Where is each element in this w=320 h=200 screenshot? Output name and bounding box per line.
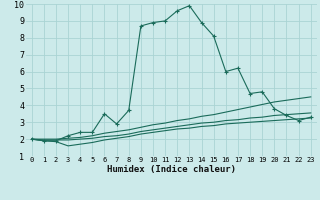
X-axis label: Humidex (Indice chaleur): Humidex (Indice chaleur) [107, 165, 236, 174]
